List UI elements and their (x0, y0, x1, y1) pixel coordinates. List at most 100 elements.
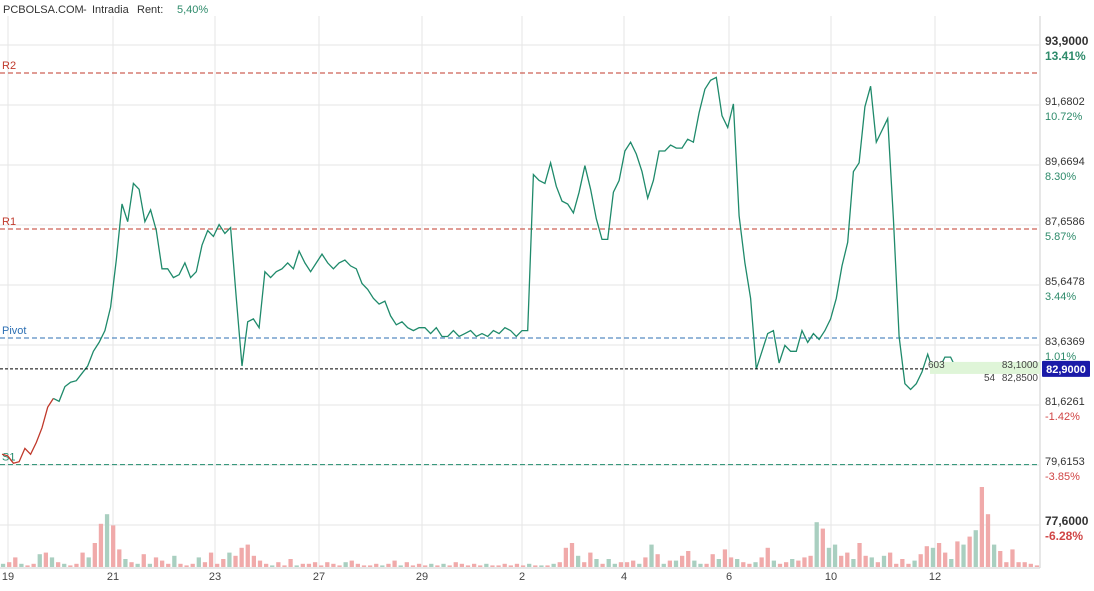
y-tick-pct: -6.28% (1045, 529, 1083, 543)
volume-bar (508, 565, 513, 567)
volume-bar (1016, 562, 1021, 567)
y-tick-price: 93,9000 (1045, 34, 1089, 48)
volume-bar (747, 563, 752, 567)
volume-bar (906, 563, 911, 567)
volume-bar (0, 563, 6, 567)
volume-bar (661, 563, 666, 567)
volume-bar (783, 562, 789, 567)
volume-bar (943, 552, 948, 567)
volume-bar (979, 487, 985, 567)
y-tick-pct: 8.30% (1045, 171, 1076, 183)
volume-bar (851, 559, 856, 567)
volume-bar (539, 565, 544, 567)
volume-bar (306, 563, 312, 567)
volume-bar (514, 563, 520, 567)
y-tick-price: 79,6153 (1045, 456, 1085, 468)
volume-bar (13, 557, 18, 567)
volume-bar (331, 563, 336, 567)
volume-bar (649, 544, 654, 567)
volume-bar (447, 565, 452, 567)
volume-bar (637, 563, 642, 567)
y-tick-pct: 13.41% (1045, 49, 1086, 63)
volume-bar (25, 565, 30, 567)
volume-bar (790, 559, 795, 567)
volume-bar (92, 543, 97, 567)
volume-bar (998, 551, 1003, 567)
volume-bar (196, 557, 201, 567)
volume-bar (1034, 565, 1040, 567)
y-tick-price: 81,6261 (1045, 396, 1085, 408)
volume-bar (37, 554, 42, 567)
volume-bar (459, 563, 465, 567)
y-tick-price: 89,6694 (1045, 156, 1085, 168)
y-tick-pct: -3.85% (1045, 471, 1080, 483)
volume-bar (557, 562, 562, 567)
volume-bar (759, 557, 764, 567)
volume-bar (545, 565, 550, 567)
book-ask-size: 603 (928, 360, 945, 371)
volume-bar (49, 557, 55, 567)
volume-bar (631, 560, 636, 567)
volume-bar (588, 552, 593, 567)
x-tick-label: 29 (416, 571, 428, 583)
volume-bar (1004, 562, 1009, 567)
volume-bar (117, 549, 122, 567)
volume-bar (1028, 563, 1033, 567)
volume-bar (961, 544, 966, 567)
volume-bar (802, 557, 807, 567)
volume-bar (190, 563, 195, 567)
volume-bar (349, 560, 354, 567)
x-tick-label: 21 (107, 571, 119, 583)
volume-bar (398, 565, 403, 567)
volume-bar (735, 559, 740, 567)
volume-bar (698, 563, 703, 567)
volume-bar (355, 563, 361, 567)
volume-bar (19, 563, 24, 567)
price-line (53, 76, 963, 403)
y-tick-price: 83,6369 (1045, 336, 1085, 348)
volume-bar (86, 557, 91, 567)
volume-bar (900, 559, 905, 567)
volume-bar (624, 562, 630, 567)
header-separator: - (83, 4, 87, 16)
volume-bar (808, 555, 813, 567)
volume-bar (857, 543, 862, 567)
volume-bar (612, 563, 617, 567)
volume-bar (31, 563, 36, 567)
current-price-badge (1042, 360, 1090, 377)
volume-bar (202, 562, 208, 567)
volume-bar (582, 562, 587, 567)
volume-bar (704, 563, 709, 567)
volume-bar (618, 562, 624, 567)
volume-bar (7, 562, 12, 567)
volume-bar (679, 555, 685, 567)
volume-bar (551, 563, 556, 567)
x-tick-label: 10 (825, 571, 837, 583)
volume-bar (98, 523, 104, 567)
volume-bar (423, 565, 428, 567)
volume-bar (796, 560, 801, 567)
volume-bar (380, 565, 385, 567)
y-tick-pct: 1.01% (1045, 351, 1076, 363)
chart-mode: Intradia (92, 4, 130, 16)
volume-bar (129, 562, 134, 567)
volume-bar (465, 565, 471, 567)
volume-bar (912, 560, 917, 567)
volume-bar (643, 557, 648, 567)
rent-label: Rent: (137, 4, 163, 16)
x-tick-label: 27 (313, 571, 325, 583)
volume-bar (104, 514, 110, 567)
volume-bar (416, 563, 422, 567)
volume-bar (600, 563, 605, 567)
volume-bar (722, 549, 728, 567)
volume-bar (282, 565, 287, 567)
x-tick-label: 19 (2, 571, 14, 583)
volume-bar (563, 547, 569, 567)
rent-value: 5,40% (177, 4, 208, 16)
volume-bar (777, 563, 783, 567)
volume-bar (135, 563, 140, 567)
x-tick-label: 2 (519, 571, 525, 583)
volume-bar (490, 565, 495, 567)
volume-bar (924, 546, 929, 567)
